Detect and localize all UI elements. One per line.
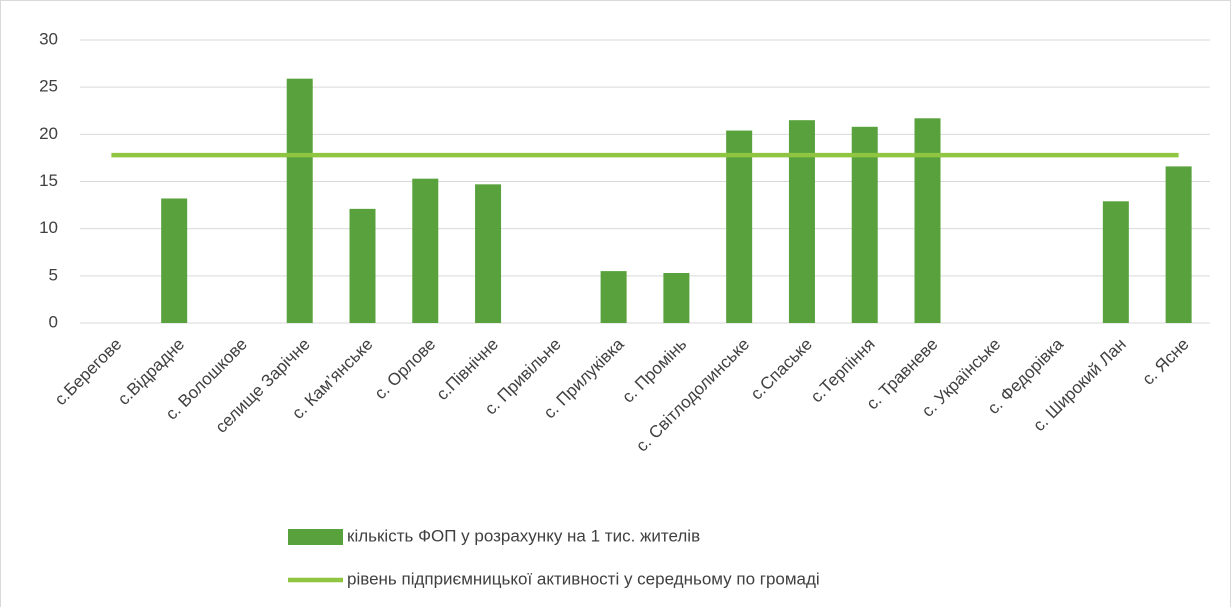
legend-swatch [288,529,343,545]
y-tick-label: 25 [39,77,58,96]
bar [1165,166,1192,323]
bar [286,78,313,323]
bar [349,208,376,323]
bar [914,118,941,324]
bar [161,198,188,323]
bar [788,120,815,323]
legend-label: рівень підприємницької активності у сере… [347,569,820,588]
y-tick-label: 10 [39,218,58,237]
bar [600,271,627,323]
y-tick-label: 5 [49,265,58,284]
bar [726,130,753,323]
legend-label: кількість ФОП у розрахунку на 1 тис. жит… [347,526,700,545]
y-tick-label: 20 [39,124,58,143]
bar [412,178,439,323]
bar [1102,201,1129,323]
y-tick-label: 15 [39,171,58,190]
y-tick-label: 0 [49,312,58,331]
y-tick-label: 30 [39,29,58,48]
bar [851,126,878,323]
bar [663,273,690,323]
bar [475,184,502,323]
